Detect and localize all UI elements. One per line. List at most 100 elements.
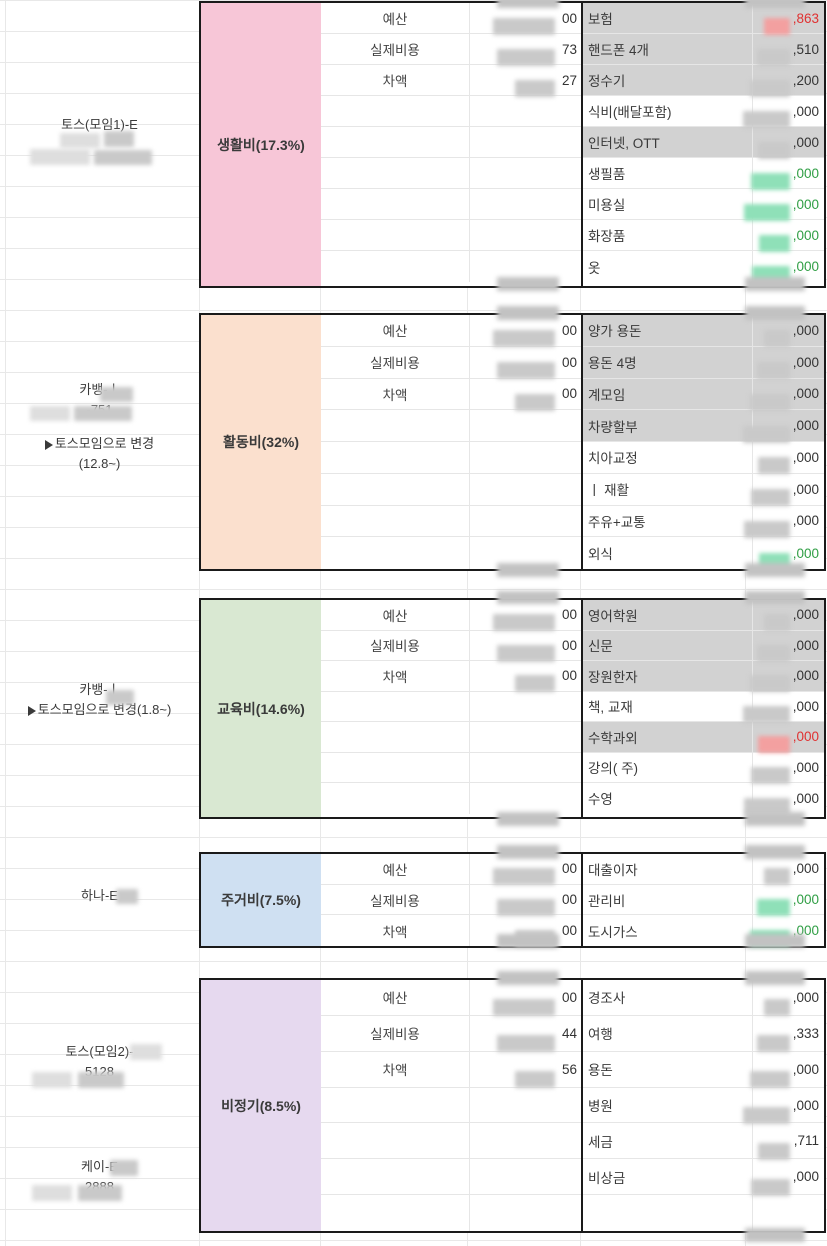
- item-value[interactable]: ,000: [743, 104, 824, 128]
- item-value[interactable]: ,000: [753, 355, 824, 380]
- metric-row[interactable]: 예산 00: [321, 3, 581, 35]
- item-row[interactable]: 수학과외 ,000: [583, 722, 824, 753]
- item-value[interactable]: ,000: [753, 892, 824, 916]
- item-row[interactable]: 책, 교재 ,000: [583, 691, 824, 723]
- category-cell-housing[interactable]: 주거비(7.5%): [201, 854, 321, 946]
- metric-row[interactable]: [321, 158, 581, 189]
- metric-row[interactable]: 실제비용 00: [321, 346, 581, 380]
- metric-row[interactable]: 예산 00: [321, 315, 581, 348]
- item-row[interactable]: 계모임 ,000: [583, 378, 824, 411]
- item-row[interactable]: 경조사 ,000: [583, 980, 824, 1017]
- metric-value[interactable]: 56: [470, 1062, 581, 1089]
- metric-row[interactable]: [321, 189, 581, 220]
- metric-row[interactable]: 예산 00: [321, 600, 581, 631]
- item-row[interactable]: 핸드폰 4개 ,510: [583, 34, 824, 66]
- item-row[interactable]: 차량할부 ,000: [583, 410, 824, 443]
- metric-row[interactable]: 실제비용 73: [321, 34, 581, 66]
- category-cell-education[interactable]: 교육비(14.6%): [201, 600, 321, 817]
- item-row[interactable]: 강의( 주) ,000: [583, 752, 824, 784]
- item-value[interactable]: ,711: [753, 1133, 824, 1160]
- item-value[interactable]: ,000: [751, 166, 824, 190]
- metric-row[interactable]: 차액 56: [321, 1051, 581, 1089]
- item-value[interactable]: ,200: [750, 73, 824, 97]
- item-row[interactable]: 양가 용돈 ,000: [583, 315, 824, 348]
- item-row[interactable]: 화장품 ,000: [583, 220, 824, 252]
- metric-value[interactable]: 00: [470, 668, 581, 692]
- item-row[interactable]: 대출이자 ,000: [583, 854, 824, 886]
- metric-row[interactable]: [321, 505, 581, 538]
- item-row[interactable]: 세금 ,711: [583, 1123, 824, 1160]
- item-value[interactable]: ,000: [753, 450, 824, 475]
- metric-value[interactable]: 73: [470, 42, 581, 66]
- item-value[interactable]: ,000: [753, 990, 824, 1017]
- item-row[interactable]: 인터넷, OTT ,000: [583, 127, 824, 159]
- item-value[interactable]: ,000: [753, 607, 824, 631]
- metric-row[interactable]: [321, 251, 581, 282]
- metric-row[interactable]: [321, 1087, 581, 1124]
- item-row[interactable]: 용돈 ,000: [583, 1051, 824, 1089]
- item-value[interactable]: ,000: [750, 668, 824, 692]
- metric-row[interactable]: 차액 27: [321, 65, 581, 97]
- item-value[interactable]: ,000: [753, 546, 824, 571]
- metric-row[interactable]: [321, 442, 581, 474]
- item-value[interactable]: ,000: [751, 1169, 824, 1196]
- item-row[interactable]: 정수기 ,200: [583, 65, 824, 97]
- metric-row[interactable]: [321, 1195, 581, 1232]
- item-value[interactable]: ,000: [752, 259, 824, 283]
- metric-row[interactable]: [321, 127, 581, 158]
- item-value[interactable]: ,000: [753, 323, 824, 348]
- item-value[interactable]: ,000: [753, 729, 824, 753]
- metric-row[interactable]: 실제비용 00: [321, 884, 581, 916]
- item-row[interactable]: 병원 ,000: [583, 1087, 824, 1124]
- metric-value[interactable]: 00: [470, 638, 581, 662]
- category-cell-irregular[interactable]: 비정기(8.5%): [201, 980, 321, 1231]
- item-row[interactable]: 미용실 ,000: [583, 189, 824, 221]
- item-value[interactable]: ,000: [743, 699, 824, 723]
- metric-row[interactable]: [321, 691, 581, 722]
- item-value[interactable]: ,000: [750, 386, 824, 411]
- item-value[interactable]: ,000: [750, 1062, 824, 1089]
- item-row[interactable]: 식비(배달포함) ,000: [583, 96, 824, 128]
- metric-row[interactable]: 예산 00: [321, 980, 581, 1017]
- item-value[interactable]: ,510: [753, 42, 824, 66]
- item-row[interactable]: 장원한자 ,000: [583, 661, 824, 692]
- item-value[interactable]: ,000: [744, 197, 824, 221]
- item-row[interactable]: 신문 ,000: [583, 630, 824, 662]
- item-value[interactable]: ,333: [753, 1026, 824, 1053]
- metric-value[interactable]: 00: [470, 323, 581, 348]
- metric-row[interactable]: 차액 00: [321, 661, 581, 692]
- metric-row[interactable]: 실제비용 44: [321, 1015, 581, 1053]
- metric-row[interactable]: [321, 410, 581, 442]
- item-row[interactable]: 보험 ,863: [583, 3, 824, 35]
- metric-value[interactable]: 00: [470, 386, 581, 411]
- item-value[interactable]: ,000: [744, 513, 824, 538]
- item-value[interactable]: ,000: [753, 228, 824, 252]
- metric-row[interactable]: [321, 537, 581, 569]
- item-value[interactable]: ,000: [753, 638, 824, 662]
- item-value[interactable]: ,000: [744, 791, 824, 815]
- item-row[interactable]: 영어학원 ,000: [583, 600, 824, 631]
- item-row[interactable]: 수영 ,000: [583, 783, 824, 815]
- metric-row[interactable]: 실제비용 00: [321, 630, 581, 662]
- metric-value[interactable]: 00: [470, 11, 581, 35]
- metric-value[interactable]: 00: [470, 990, 581, 1017]
- metric-value[interactable]: 00: [470, 607, 581, 631]
- metric-row[interactable]: [321, 722, 581, 753]
- category-cell-living[interactable]: 생활비(17.3%): [201, 3, 321, 286]
- item-row[interactable]: 비상금 ,000: [583, 1159, 824, 1196]
- metric-row[interactable]: [321, 96, 581, 127]
- metric-row[interactable]: 차액 00: [321, 378, 581, 411]
- metric-row[interactable]: 예산 00: [321, 854, 581, 886]
- metric-value[interactable]: 00: [470, 355, 581, 380]
- metric-value[interactable]: 00: [470, 861, 581, 886]
- metric-row[interactable]: [321, 783, 581, 814]
- metric-row[interactable]: [321, 1159, 581, 1196]
- item-row[interactable]: 관리비 ,000: [583, 884, 824, 916]
- item-value[interactable]: ,000: [753, 135, 824, 159]
- item-row[interactable]: 여행 ,333: [583, 1015, 824, 1053]
- metric-row[interactable]: [321, 473, 581, 506]
- metric-row[interactable]: [321, 220, 581, 251]
- item-value[interactable]: ,000: [753, 861, 824, 886]
- item-value[interactable]: ,000: [751, 482, 824, 507]
- item-value[interactable]: ,000: [743, 1098, 824, 1124]
